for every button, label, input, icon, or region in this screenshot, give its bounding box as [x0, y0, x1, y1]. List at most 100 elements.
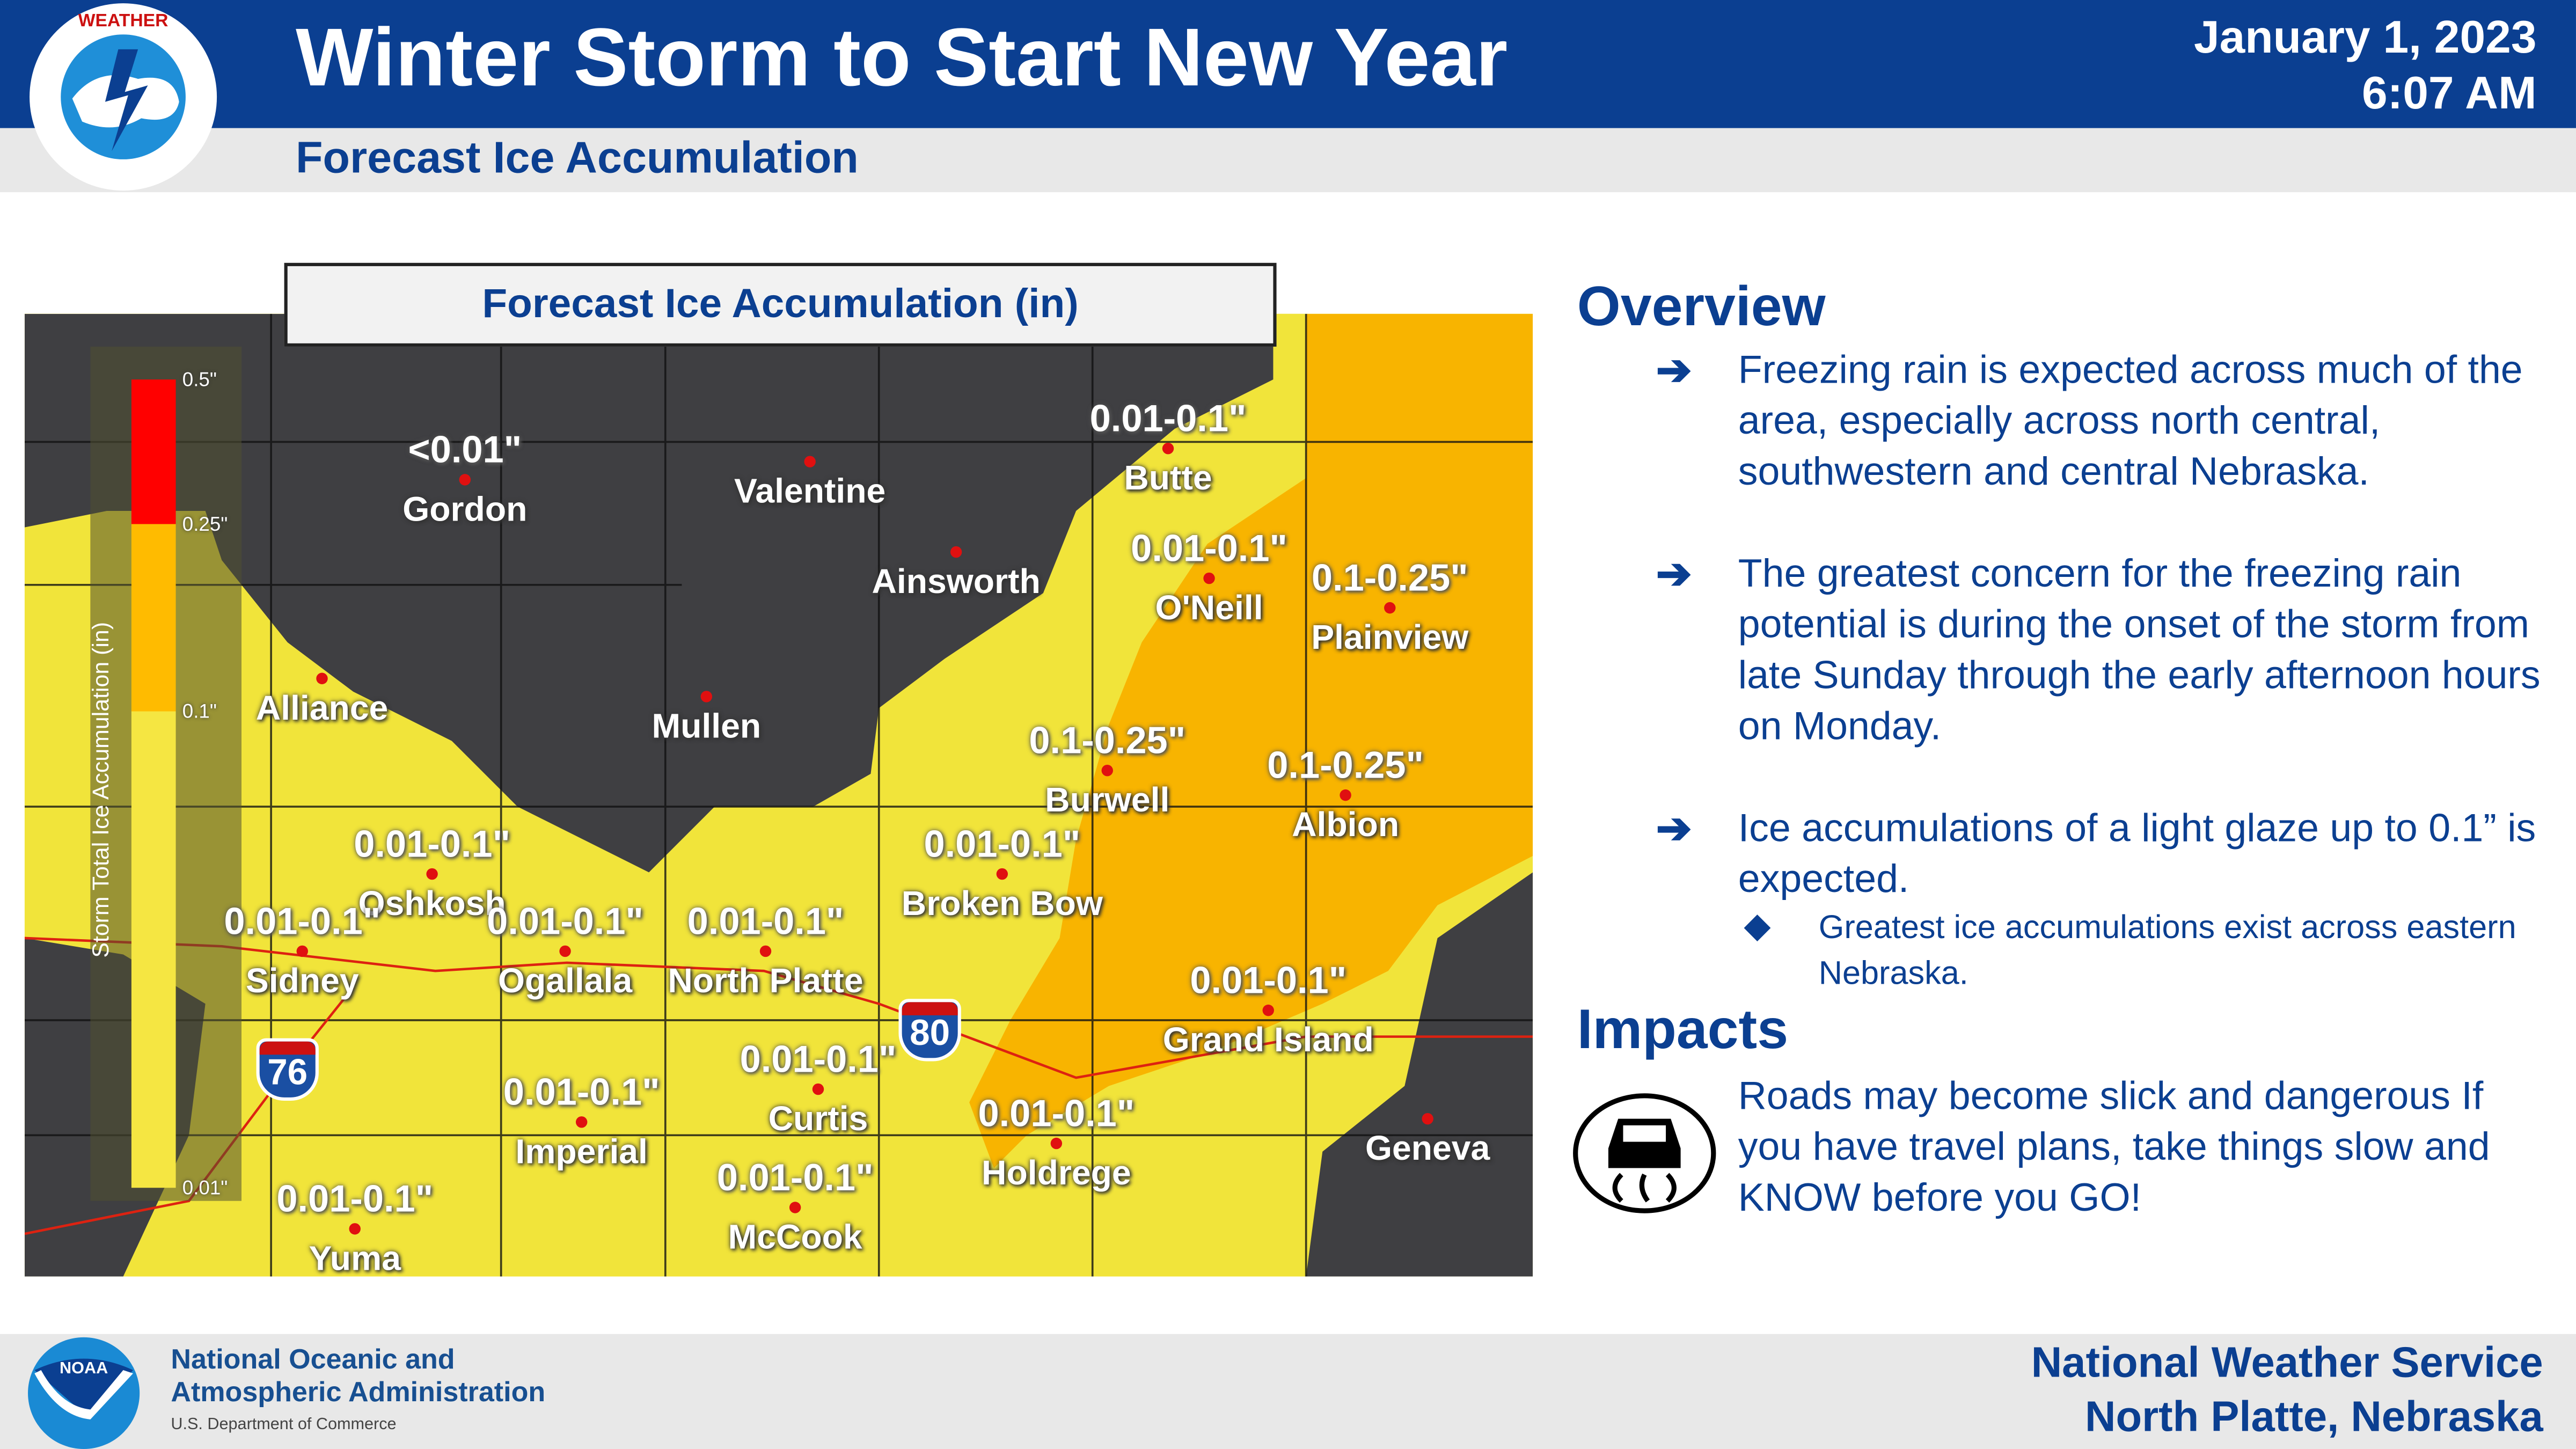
moderate-ice-region — [969, 313, 1533, 1168]
city-marker — [804, 456, 816, 467]
city-label: North Platte — [668, 962, 863, 1001]
issue-date: January 1, 2023 — [2193, 11, 2537, 63]
city-marker — [1262, 1004, 1274, 1016]
city-label: Grand Island — [1162, 1022, 1374, 1060]
city-marker — [426, 868, 438, 880]
office-line: National Weather Service — [2031, 1337, 2543, 1387]
ice-range-label: <0.01" — [408, 428, 522, 471]
noaa-name-line: Atmospheric Administration — [171, 1377, 546, 1408]
ice-range-label: 0.01-0.1" — [716, 1155, 874, 1199]
nws-logo-icon: WEATHER — [30, 3, 217, 191]
legend-tick: 0.5" — [182, 368, 217, 391]
city-label: Plainview — [1311, 619, 1469, 657]
noaa-logo-icon: NOAA — [28, 1337, 140, 1449]
ice-range-label: 0.01-0.1" — [354, 822, 510, 865]
arrow-bullet-icon: ➔ — [1656, 803, 1692, 853]
ice-range-label: 0.01-0.1" — [276, 1177, 434, 1220]
impacts-heading: Impacts — [1577, 999, 1789, 1062]
arrow-bullet-icon: ➔ — [1656, 548, 1692, 598]
city-marker — [296, 945, 308, 957]
interstate-76-shield: 76 — [256, 1038, 319, 1101]
overview-heading: Overview — [1577, 276, 1826, 339]
interstate-80-shield: 80 — [898, 999, 961, 1062]
issue-time: 6:07 AM — [2362, 67, 2537, 119]
svg-text:NOAA: NOAA — [60, 1359, 108, 1377]
ice-accumulation-map: 0.5" 0.25" 0.1" 0.01" Storm Total Ice Ac… — [24, 313, 1533, 1277]
no-ice-region — [1306, 872, 1533, 1277]
ice-range-label: 0.01-0.1" — [224, 899, 381, 942]
city-marker — [812, 1083, 824, 1095]
city-label: Burwell — [1045, 782, 1170, 820]
no-ice-region — [24, 313, 1274, 873]
svg-text:WEATHER: WEATHER — [78, 11, 169, 31]
ice-range-label: 0.01-0.1" — [740, 1037, 897, 1080]
overview-bullet: Ice accumulations of a light glaze up to… — [1738, 807, 2536, 902]
noaa-name-line: National Oceanic and — [171, 1344, 455, 1375]
header-bar — [0, 0, 2576, 128]
ice-range-label: 0.01-0.1" — [1089, 397, 1247, 440]
overview-bullet: Freezing rain is expected across much of… — [1738, 348, 2523, 495]
city-label: Albion — [1292, 807, 1400, 845]
city-label: Gordon — [402, 491, 528, 529]
page-subtitle: Forecast Ice Accumulation — [296, 133, 859, 182]
overview-bullet: The greatest concern for the freezing ra… — [1738, 552, 2541, 749]
ice-range-label: 0.01-0.1" — [1131, 526, 1287, 569]
subheader-bar — [0, 128, 2576, 193]
city-marker — [1101, 764, 1113, 777]
ice-range-label: 0.1-0.25" — [1029, 719, 1186, 762]
city-label: Imperial — [515, 1133, 648, 1172]
city-label: Ainsworth — [872, 563, 1041, 602]
city-marker — [559, 945, 571, 957]
ice-range-label: 0.01-0.1" — [487, 899, 643, 942]
office-name: National Weather Service North Platte, Ne… — [2031, 1336, 2543, 1444]
overview-sub-bullet: Greatest ice accumulations exist across … — [1818, 910, 2516, 992]
city-label: Sidney — [245, 962, 359, 1001]
impacts-text: Roads may become slick and dangerous If … — [1738, 1074, 2490, 1221]
legend-title: Storm Total Ice Accumulation (in) — [87, 621, 114, 958]
ice-range-label: 0.01-0.1" — [1190, 958, 1347, 1001]
city-marker — [700, 691, 713, 702]
city-marker — [1203, 572, 1215, 584]
city-marker — [1384, 602, 1396, 614]
issue-datetime: January 1, 2023 6:07 AM — [2194, 10, 2537, 121]
legend-tick: 0.01" — [182, 1176, 228, 1199]
city-label: O'Neill — [1155, 589, 1263, 628]
city-label: Alliance — [255, 690, 389, 728]
ice-range-label: 0.1-0.25" — [1267, 743, 1424, 786]
legend-swatch-heavy — [131, 379, 176, 524]
ice-range-label: 0.1-0.25" — [1311, 556, 1468, 599]
ice-range-label: 0.01-0.1" — [924, 822, 1081, 865]
interstate-80-route — [24, 936, 1533, 1079]
city-label: McCook — [728, 1219, 862, 1257]
city-label: Curtis — [768, 1101, 868, 1139]
map-legend: 0.5" 0.25" 0.1" 0.01" Storm Total Ice Ac… — [87, 346, 241, 1201]
arrow-bullet-icon: ➔ — [1656, 345, 1692, 394]
city-label: Holdrege — [982, 1155, 1131, 1193]
city-label: Yuma — [309, 1240, 401, 1277]
city-label: Oshkosh — [358, 885, 506, 924]
city-label: Geneva — [1365, 1130, 1490, 1168]
ice-range-label: 0.01-0.1" — [503, 1070, 660, 1113]
city-marker — [316, 672, 328, 684]
city-marker — [950, 546, 962, 558]
department-name: U.S. Department of Commerce — [171, 1416, 397, 1435]
legend-swatch-moderate — [131, 524, 176, 712]
legend-tick: 0.1" — [182, 700, 217, 723]
city-marker — [349, 1223, 361, 1235]
city-marker — [789, 1202, 801, 1213]
slippery-road-icon — [1573, 1093, 1716, 1213]
legend-swatch-light — [131, 711, 176, 1188]
city-marker — [459, 474, 471, 486]
city-marker — [1162, 442, 1174, 455]
city-label: Broken Bow — [901, 885, 1103, 924]
noaa-name: National Oceanic and Atmospheric Administ… — [171, 1344, 545, 1409]
city-label: Valentine — [734, 473, 886, 511]
city-label: Ogallala — [497, 962, 633, 1001]
diamond-bullet-icon: ◆ — [1744, 908, 1770, 945]
city-label: Mullen — [652, 708, 762, 746]
ice-range-label: 0.01-0.1" — [978, 1092, 1135, 1135]
legend-tick: 0.25" — [182, 513, 228, 536]
city-marker — [1340, 789, 1351, 801]
city-marker — [996, 868, 1008, 880]
